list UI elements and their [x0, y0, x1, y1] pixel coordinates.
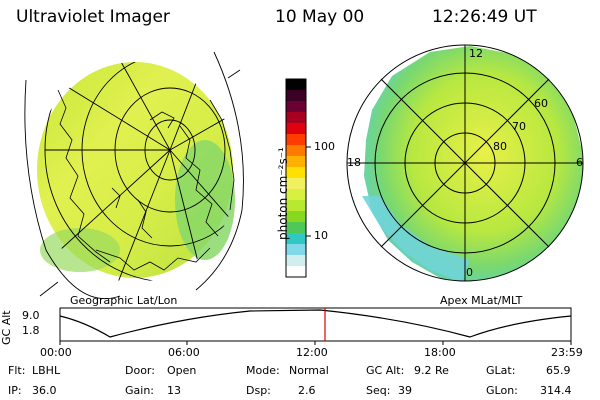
time-label: 12:26:49 UT: [432, 7, 537, 27]
altitude-plot-frame: [59, 307, 572, 342]
mlat-label-70: 70: [512, 120, 526, 133]
colorbar-tick-100: 100: [314, 140, 335, 153]
color-bar-segment: [286, 255, 306, 267]
instrument-title: Ultraviolet Imager: [16, 7, 170, 27]
altitude-axis-label: GC Alt: [0, 310, 13, 345]
color-bar-segment: [286, 123, 306, 135]
time-tick-0600: 06:00: [168, 346, 200, 359]
dsp-value: 2.6: [298, 384, 316, 397]
door-label: Door:: [125, 364, 155, 377]
flt-label: Flt:: [8, 364, 26, 377]
mlt-label-0: 0: [466, 266, 473, 279]
color-bar-segment: [286, 244, 306, 256]
time-tick-1800: 18:00: [424, 346, 456, 359]
mlat-label-60: 60: [534, 97, 548, 110]
gain-label: Gain:: [125, 384, 154, 397]
color-bar-segment: [286, 101, 306, 113]
color-bar-segment: [286, 112, 306, 124]
gain-value: 13: [167, 384, 181, 397]
gcalt-value: 9.2 Re: [414, 364, 449, 377]
altitude-timeline: [59, 307, 572, 345]
color-bar-segment: [286, 233, 306, 245]
color-bar-segment: [286, 167, 306, 179]
colorbar-unit-label: photon cm⁻²s⁻¹: [276, 147, 290, 240]
flt-value: LBHL: [32, 364, 61, 377]
glat-value: 65.9: [546, 364, 571, 377]
door-value: Open: [167, 364, 197, 377]
color-bar-segment: [286, 79, 306, 91]
mode-label: Mode:: [246, 364, 280, 377]
altitude-tick-9: 9.0: [22, 309, 40, 322]
glon-label: GLon:: [486, 384, 518, 397]
color-bar-frame: [285, 78, 307, 278]
color-bar-segment: [286, 145, 306, 157]
glat-label: GLat:: [486, 364, 516, 377]
time-tick-1200: 12:00: [296, 346, 328, 359]
time-tick-0000: 00:00: [40, 346, 72, 359]
gcalt-label: GC Alt:: [366, 364, 405, 377]
mode-value: Normal: [289, 364, 329, 377]
dsp-label: Dsp:: [246, 384, 271, 397]
mlat-label-80: 80: [493, 140, 507, 153]
mlt-label-18: 18: [347, 156, 361, 169]
uv-emission-edge: [175, 140, 235, 260]
altitude-curve: [59, 309, 572, 338]
geographic-image-panel: [24, 51, 244, 300]
color-bar-segment: [286, 134, 306, 146]
mlt-label-12: 12: [469, 47, 483, 60]
right-panel-caption: Apex MLat/MLT: [440, 294, 523, 307]
seq-value: 39: [398, 384, 412, 397]
seq-label: Seq:: [366, 384, 391, 397]
color-bar-segment: [286, 156, 306, 168]
coastlines: [57, 89, 235, 271]
color-scale-bar: [286, 79, 306, 278]
left-panel-caption: Geographic Lat/Lon: [70, 294, 178, 307]
uv-emission-polar: [364, 46, 583, 281]
ip-label: IP:: [8, 384, 22, 397]
color-bar-segment: [286, 90, 306, 102]
color-bar-segment: [286, 211, 306, 223]
glon-value: 314.4: [540, 384, 572, 397]
time-tick-2359: 23:59: [551, 346, 583, 359]
ip-value: 36.0: [32, 384, 57, 397]
polar-image-panel: [346, 44, 584, 282]
date-label: 10 May 00: [275, 7, 365, 27]
color-bar-segment: [286, 222, 306, 234]
colorbar-tick-10: 10: [314, 229, 328, 242]
mlat-mlt-grid: [346, 44, 584, 282]
color-bar-segment: [286, 189, 306, 201]
time-axis-ticks: [59, 341, 572, 345]
mlt-label-6: 6: [576, 156, 583, 169]
color-bar-segment: [286, 266, 306, 278]
altitude-tick-1: 1.8: [22, 324, 40, 337]
color-bar-segment: [286, 178, 306, 190]
color-bar-segment: [286, 200, 306, 212]
